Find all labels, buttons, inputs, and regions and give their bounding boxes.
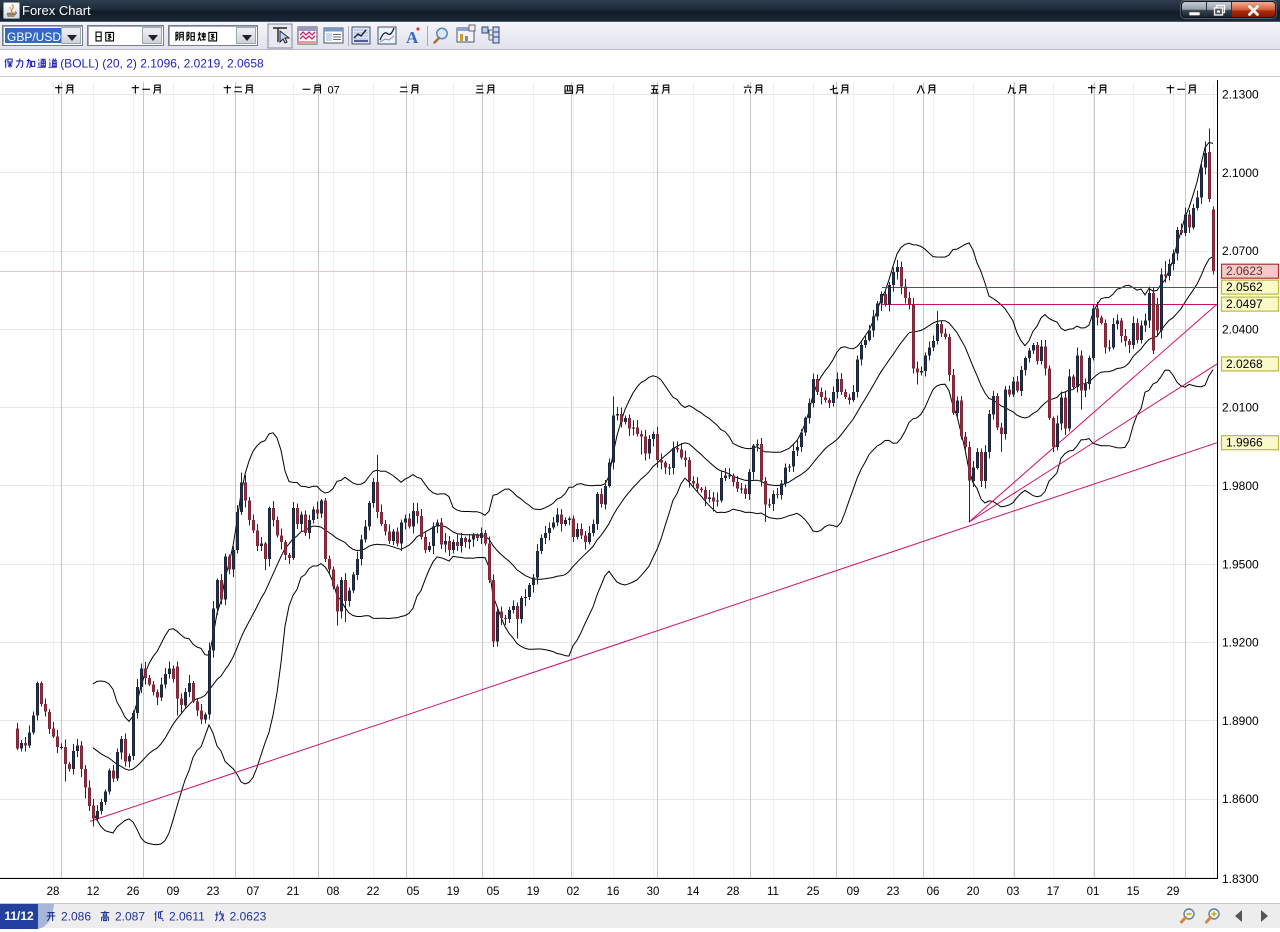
svg-text:05: 05: [487, 886, 500, 898]
svg-text:07: 07: [327, 85, 339, 97]
svg-text:2.0623: 2.0623: [230, 910, 267, 924]
svg-text:A: A: [406, 28, 419, 47]
svg-text:22: 22: [367, 886, 380, 898]
svg-text:2.0700: 2.0700: [1222, 244, 1259, 258]
svg-text:08: 08: [327, 886, 340, 898]
svg-text:1.8900: 1.8900: [1222, 714, 1259, 728]
svg-text:30: 30: [647, 886, 660, 898]
svg-text:01: 01: [1087, 886, 1100, 898]
svg-text:2.0562: 2.0562: [1226, 280, 1263, 294]
svg-text:1.9966: 1.9966: [1226, 436, 1263, 450]
svg-text:21: 21: [287, 886, 300, 898]
svg-text:23: 23: [207, 886, 220, 898]
svg-text:2.0400: 2.0400: [1222, 322, 1259, 336]
svg-text:2.0611: 2.0611: [169, 910, 205, 924]
svg-text:25: 25: [807, 886, 820, 898]
svg-text:29: 29: [1167, 886, 1180, 898]
svg-text:12: 12: [87, 886, 100, 898]
svg-text:09: 09: [167, 886, 180, 898]
svg-text:11: 11: [767, 886, 779, 898]
svg-text:1.8600: 1.8600: [1222, 792, 1259, 806]
svg-text:1.9500: 1.9500: [1222, 557, 1259, 571]
svg-text:2.1300: 2.1300: [1222, 88, 1259, 102]
svg-text:28: 28: [727, 886, 740, 898]
svg-text:14: 14: [687, 886, 700, 898]
svg-text:15: 15: [1127, 886, 1140, 898]
svg-text:09: 09: [847, 886, 860, 898]
svg-text:2.086: 2.086: [61, 910, 91, 924]
svg-text:(BOLL) (20, 2) 2.1096, 2.0219,: (BOLL) (20, 2) 2.1096, 2.0219, 2.0658: [60, 57, 264, 71]
svg-text:1.9800: 1.9800: [1222, 479, 1259, 493]
svg-text:1.9200: 1.9200: [1222, 636, 1259, 650]
svg-text:28: 28: [47, 886, 60, 898]
svg-text:19: 19: [527, 886, 540, 898]
svg-text:2.087: 2.087: [115, 910, 145, 924]
svg-text:07: 07: [247, 886, 260, 898]
svg-text:19: 19: [447, 886, 460, 898]
svg-text:2.0497: 2.0497: [1226, 297, 1263, 311]
svg-text:1.8300: 1.8300: [1222, 872, 1259, 886]
svg-text:2.0623: 2.0623: [1226, 264, 1263, 278]
svg-text:20: 20: [967, 886, 980, 898]
svg-text:16: 16: [607, 886, 620, 898]
svg-text:02: 02: [567, 886, 580, 898]
svg-text:17: 17: [1047, 886, 1060, 898]
svg-text:06: 06: [927, 886, 940, 898]
svg-text:2.1000: 2.1000: [1222, 166, 1259, 180]
svg-text:2.0100: 2.0100: [1222, 401, 1259, 415]
svg-text:05: 05: [407, 886, 420, 898]
svg-text:2.0268: 2.0268: [1226, 357, 1263, 371]
svg-text:26: 26: [127, 886, 140, 898]
svg-text:03: 03: [1007, 886, 1020, 898]
svg-text:23: 23: [887, 886, 900, 898]
